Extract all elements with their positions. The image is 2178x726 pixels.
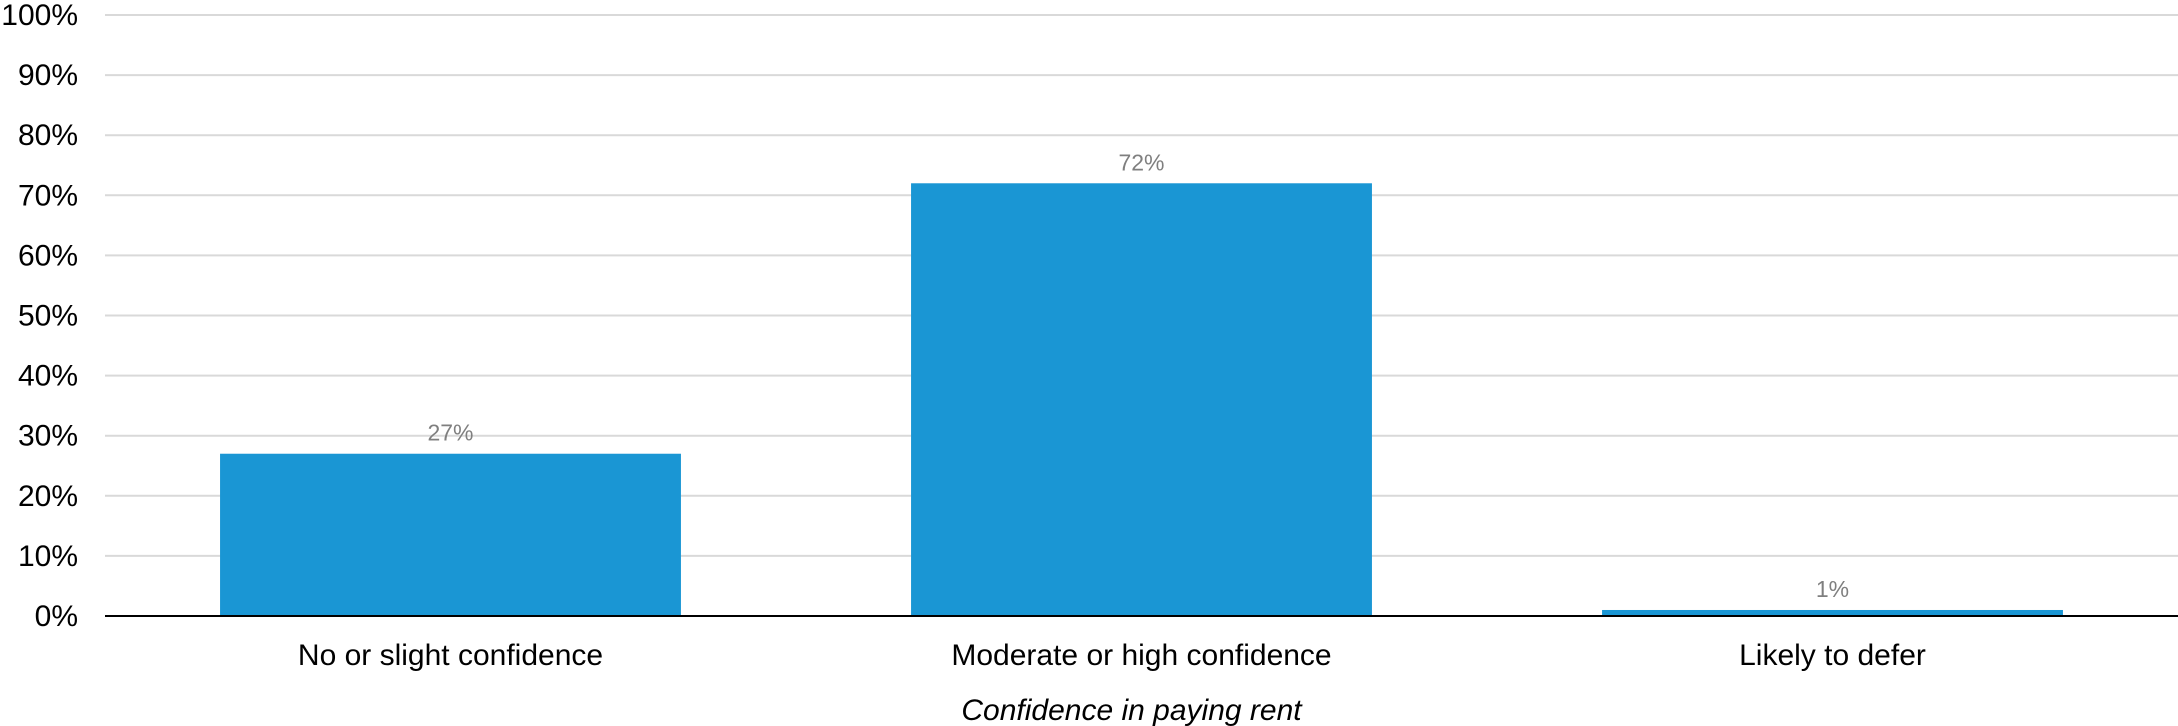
bar-data-label: 1% [1816, 576, 1849, 602]
y-tick-label: 10% [18, 540, 78, 573]
bar [1602, 609, 2063, 616]
y-tick-label: 60% [18, 239, 78, 272]
x-axis-title: Confidence in paying rent [961, 694, 1303, 726]
bar-data-label: 27% [427, 420, 473, 446]
y-tick-label: 0% [35, 600, 78, 633]
y-tick-label: 50% [18, 300, 78, 333]
y-axis-tick-labels: 0% 10% 20% 30% 40% 50% 60% 70% 80% 90% 100% [1, 0, 78, 633]
y-tick-label: 40% [18, 360, 78, 393]
y-tick-label: 30% [18, 420, 78, 453]
y-tick-label: 80% [18, 119, 78, 152]
x-category-label: No or slight confidence [298, 639, 603, 672]
y-tick-label: 70% [18, 179, 78, 212]
y-tick-label: 90% [18, 59, 78, 92]
bars [220, 183, 2063, 616]
x-category-label: Likely to defer [1739, 639, 1926, 672]
bar-data-label: 72% [1118, 149, 1164, 175]
x-axis-category-labels: No or slight confidence Moderate or high … [298, 639, 1926, 672]
y-tick-label: 100% [1, 0, 78, 32]
bar [220, 453, 681, 616]
x-category-label: Moderate or high confidence [951, 639, 1331, 672]
data-labels: 27% 72% 1% [427, 149, 1849, 602]
bar [911, 183, 1372, 616]
y-tick-label: 20% [18, 480, 78, 513]
